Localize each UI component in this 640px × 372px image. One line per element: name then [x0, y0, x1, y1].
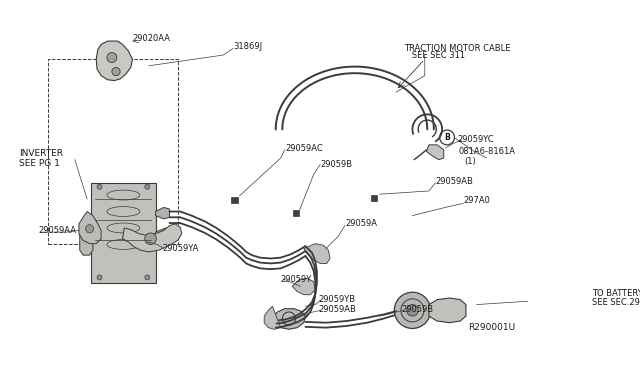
Text: 29059YB: 29059YB	[319, 295, 356, 304]
Polygon shape	[79, 212, 101, 244]
Text: TRACTION MOTOR CABLE: TRACTION MOTOR CABLE	[404, 44, 511, 53]
Circle shape	[406, 305, 418, 316]
Circle shape	[97, 275, 102, 280]
Bar	[293, 210, 299, 216]
Text: 297A0: 297A0	[463, 196, 490, 205]
Text: 29059Y: 29059Y	[281, 275, 312, 284]
Polygon shape	[264, 306, 281, 329]
Text: INVERTER: INVERTER	[19, 150, 63, 158]
Polygon shape	[426, 145, 444, 160]
Text: 29059B: 29059B	[320, 160, 353, 169]
Circle shape	[145, 185, 150, 189]
Text: TO BATTERY: TO BATTERY	[592, 289, 640, 298]
Text: SEE SEC.291: SEE SEC.291	[592, 298, 640, 307]
Polygon shape	[292, 278, 316, 295]
Polygon shape	[429, 298, 466, 323]
Text: 29059YC: 29059YC	[458, 135, 494, 144]
Polygon shape	[92, 183, 156, 283]
Circle shape	[97, 185, 102, 189]
Polygon shape	[156, 228, 171, 240]
Text: 29059AB: 29059AB	[319, 305, 356, 314]
Circle shape	[145, 275, 150, 280]
Circle shape	[107, 52, 117, 62]
Polygon shape	[96, 41, 132, 81]
Polygon shape	[304, 244, 330, 263]
Text: 29059B: 29059B	[401, 305, 433, 314]
Text: 29059YA: 29059YA	[162, 244, 198, 253]
Text: 29020AA: 29020AA	[132, 34, 170, 43]
Text: 29059AB: 29059AB	[435, 177, 474, 186]
Bar	[371, 195, 377, 201]
Text: SEE SEC 311: SEE SEC 311	[404, 51, 465, 60]
Text: 29059A: 29059A	[345, 219, 377, 228]
Circle shape	[145, 233, 156, 244]
Polygon shape	[80, 228, 93, 255]
Text: R290001U: R290001U	[468, 323, 516, 332]
Text: (1): (1)	[464, 157, 476, 166]
Circle shape	[394, 292, 431, 328]
Text: 31869J: 31869J	[233, 42, 262, 51]
Polygon shape	[273, 309, 305, 329]
Text: 29059AA: 29059AA	[38, 226, 77, 235]
Circle shape	[86, 225, 93, 233]
Polygon shape	[123, 224, 182, 252]
Bar	[231, 197, 238, 203]
Text: 29059AC: 29059AC	[285, 144, 323, 153]
Bar	[49, 59, 178, 244]
Text: SEE PG 1: SEE PG 1	[19, 159, 60, 168]
Text: 081A6-8161A: 081A6-8161A	[458, 147, 516, 156]
Circle shape	[112, 67, 120, 76]
Polygon shape	[156, 208, 170, 219]
Text: B: B	[444, 133, 450, 142]
